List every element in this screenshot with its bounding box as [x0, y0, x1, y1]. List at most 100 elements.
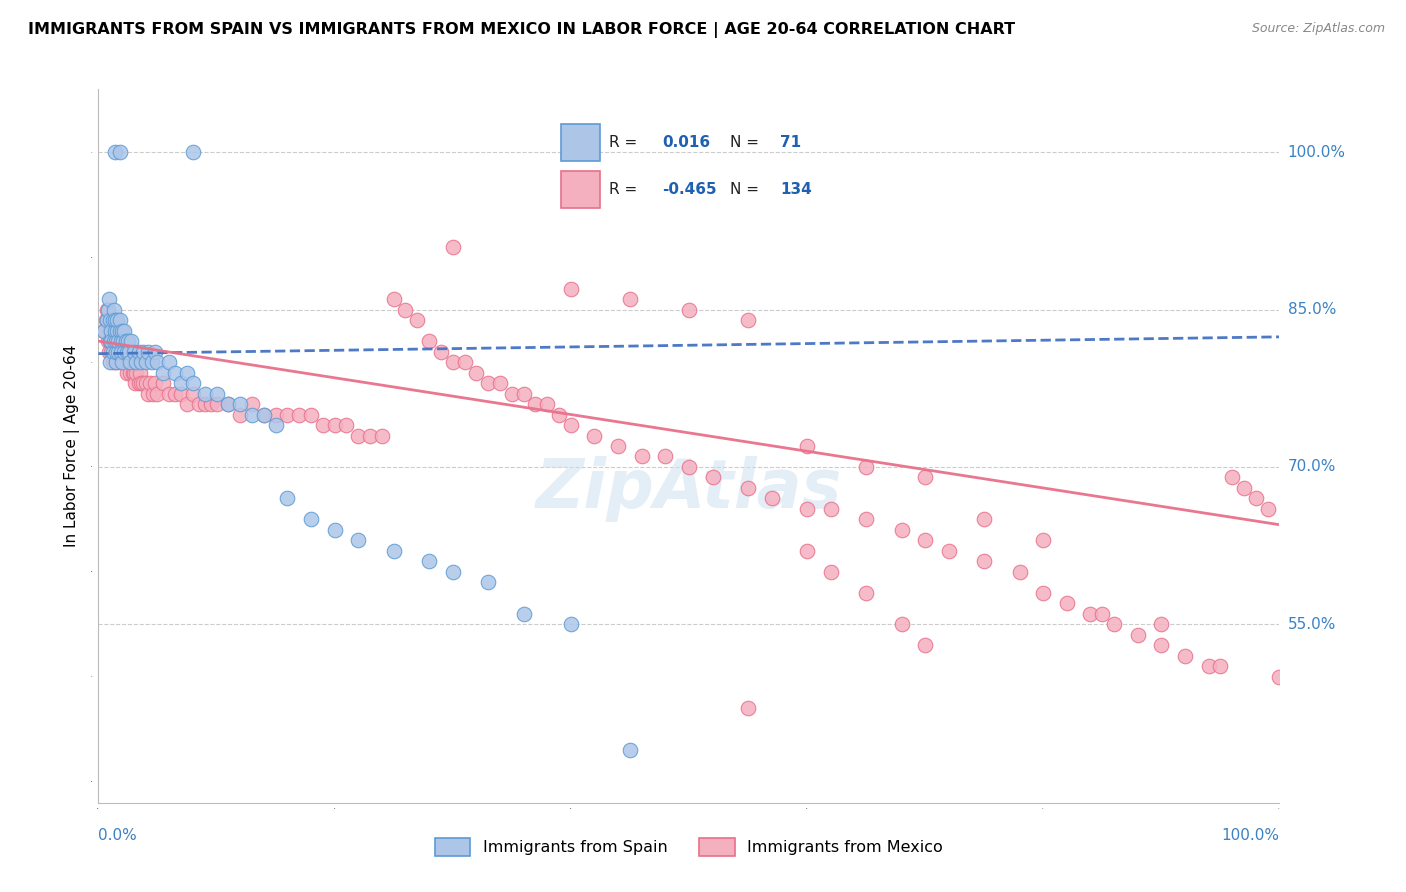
Point [110, 344, 132, 359]
Point [630, 450, 652, 464]
Point [152, 376, 174, 390]
Point [1209, 659, 1232, 673]
Point [142, 386, 165, 401]
Point [200, 397, 222, 411]
Point [135, 376, 157, 390]
Point [229, 408, 252, 422]
Point [97, 334, 120, 348]
Point [489, 376, 512, 390]
Point [914, 639, 936, 653]
Point [607, 439, 630, 453]
Point [371, 428, 394, 442]
Point [501, 386, 523, 401]
Point [107, 344, 129, 359]
Point [107, 334, 129, 348]
Point [678, 302, 700, 317]
Point [1056, 596, 1078, 610]
Point [146, 386, 169, 401]
Point [217, 397, 239, 411]
Point [240, 408, 263, 422]
Point [105, 313, 128, 327]
Point [796, 502, 818, 516]
Point [253, 408, 276, 422]
Point [122, 344, 145, 359]
Point [512, 386, 534, 401]
Point [430, 344, 453, 359]
Point [104, 344, 127, 359]
Point [152, 366, 174, 380]
Point [796, 544, 818, 558]
FancyBboxPatch shape [561, 171, 600, 208]
Point [418, 334, 440, 348]
Point [143, 376, 166, 390]
Point [101, 355, 124, 369]
Point [143, 344, 166, 359]
Point [105, 334, 128, 348]
Point [125, 366, 148, 380]
Point [264, 408, 287, 422]
Point [855, 512, 877, 526]
Point [118, 355, 141, 369]
Point [205, 386, 228, 401]
Legend: Immigrants from Spain, Immigrants from Mexico: Immigrants from Spain, Immigrants from M… [429, 831, 949, 863]
Text: 100.0%: 100.0% [1288, 145, 1346, 160]
Text: N =: N = [730, 135, 759, 150]
Point [157, 386, 180, 401]
Point [98, 355, 121, 369]
Point [157, 355, 180, 369]
Point [104, 145, 127, 160]
Point [820, 502, 842, 516]
Point [107, 334, 129, 348]
Point [583, 428, 606, 442]
Point [276, 408, 298, 422]
Point [165, 386, 187, 401]
Text: R =: R = [609, 135, 637, 150]
Point [441, 565, 464, 579]
Point [100, 344, 122, 359]
Point [146, 355, 169, 369]
Point [973, 554, 995, 568]
Point [253, 408, 276, 422]
Point [276, 491, 298, 506]
Point [1233, 481, 1256, 495]
Text: 0.0%: 0.0% [98, 828, 138, 843]
Point [323, 523, 346, 537]
Point [477, 575, 499, 590]
Point [112, 355, 135, 369]
Point [105, 334, 128, 348]
Point [536, 397, 558, 411]
Point [105, 324, 128, 338]
Point [101, 334, 124, 348]
Point [120, 366, 142, 380]
Point [820, 565, 842, 579]
Point [118, 344, 141, 359]
Point [108, 355, 131, 369]
Point [129, 355, 152, 369]
Point [1032, 533, 1054, 548]
Point [382, 544, 405, 558]
Point [135, 355, 157, 369]
Point [1126, 628, 1149, 642]
Point [406, 313, 429, 327]
Point [796, 439, 818, 453]
Point [98, 313, 121, 327]
Text: 100.0%: 100.0% [1222, 828, 1279, 843]
Point [103, 324, 125, 338]
Point [117, 355, 139, 369]
Point [181, 386, 204, 401]
Point [124, 376, 146, 390]
Point [323, 417, 346, 432]
Point [299, 408, 322, 422]
Point [120, 355, 142, 369]
Point [477, 376, 499, 390]
Point [181, 376, 204, 390]
Point [108, 324, 131, 338]
Point [129, 376, 152, 390]
Point [187, 397, 209, 411]
Point [108, 344, 131, 359]
Point [139, 376, 162, 390]
Text: R =: R = [609, 182, 637, 197]
Point [512, 607, 534, 621]
Point [105, 344, 128, 359]
Point [108, 313, 131, 327]
